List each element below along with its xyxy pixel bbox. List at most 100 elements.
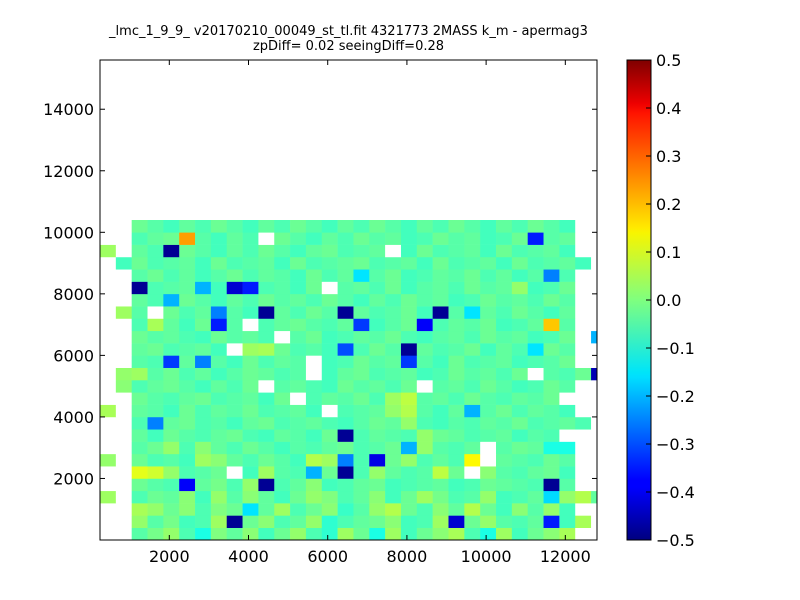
heatmap-cell <box>353 441 370 455</box>
heatmap-cell <box>321 281 338 295</box>
heatmap-cell <box>274 515 291 528</box>
heatmap-cell <box>543 232 560 245</box>
heatmap-cell <box>179 293 196 307</box>
heatmap-cell <box>147 416 164 430</box>
heatmap-cell <box>496 330 513 344</box>
heatmap-cell <box>115 478 132 492</box>
heatmap-cell <box>480 232 497 245</box>
heatmap-cell <box>480 306 497 319</box>
heatmap-cell <box>527 343 544 356</box>
heatmap-cell <box>242 478 259 492</box>
heatmap-cell <box>369 281 386 295</box>
heatmap-cell <box>100 416 117 430</box>
heatmap-cell <box>480 441 497 455</box>
heatmap-cell <box>115 527 132 541</box>
heatmap-cell <box>337 416 354 430</box>
heatmap-cell <box>369 503 386 516</box>
heatmap-cell <box>432 220 449 233</box>
heatmap-cell <box>147 306 164 319</box>
heatmap-cell <box>179 355 196 368</box>
heatmap-cell <box>432 330 449 344</box>
heatmap-cell <box>496 404 513 418</box>
heatmap-cell <box>274 220 291 233</box>
heatmap-cell <box>353 515 370 528</box>
heatmap-cell <box>305 256 323 270</box>
heatmap-cell <box>591 515 598 528</box>
heatmap-cell <box>115 466 132 479</box>
heatmap-cell <box>432 306 449 319</box>
heatmap-cell <box>385 392 402 405</box>
heatmap-cell <box>210 232 228 245</box>
heatmap-cell <box>131 355 148 368</box>
heatmap-cell <box>163 244 180 258</box>
heatmap-cell <box>179 256 196 270</box>
heatmap-cell <box>464 244 481 258</box>
heatmap-cell <box>464 490 481 504</box>
heatmap-cell <box>290 367 307 381</box>
heatmap-cell <box>480 453 497 467</box>
heatmap-cell <box>511 244 528 258</box>
heatmap-cell <box>242 527 259 541</box>
heatmap-cell <box>464 441 481 455</box>
heatmap-cell <box>432 404 449 418</box>
heatmap-cell <box>290 330 307 344</box>
heatmap-cell <box>337 306 354 319</box>
heatmap-cell <box>290 244 307 258</box>
axes: 2000 4000 6000 8000 10000 12000 2000 4000 6000 80… <box>43 60 597 566</box>
heatmap-cell <box>242 453 259 467</box>
heatmap-cell <box>226 232 243 245</box>
heatmap-cell <box>543 367 560 381</box>
heatmap-cell <box>115 220 132 233</box>
x-tick-label: 12000 <box>540 547 591 566</box>
heatmap-cell <box>195 293 212 307</box>
heatmap-cell <box>591 330 598 344</box>
heatmap-cell <box>242 367 259 381</box>
heatmap-cell <box>559 416 576 430</box>
heatmap-cell <box>210 367 228 381</box>
heatmap-cell <box>496 453 513 467</box>
heatmap-cell <box>575 404 592 418</box>
heatmap-cell <box>226 453 243 467</box>
heatmap-cell <box>100 404 117 418</box>
heatmap-cell <box>480 269 497 282</box>
heatmap-cell <box>416 232 433 245</box>
heatmap-cell <box>416 392 433 405</box>
heatmap-cell <box>210 490 228 504</box>
heatmap-cell <box>464 380 481 393</box>
heatmap-cell <box>448 318 465 332</box>
heatmap-cell <box>575 244 592 258</box>
heatmap-cell <box>226 318 243 332</box>
heatmap-cell <box>147 318 164 332</box>
heatmap-cell <box>321 416 338 430</box>
heatmap-cell <box>100 232 117 245</box>
heatmap-cell <box>353 293 370 307</box>
heatmap-cell <box>480 392 497 405</box>
heatmap-cell <box>416 416 433 430</box>
heatmap-cell <box>290 220 307 233</box>
heatmap-cell <box>527 281 544 295</box>
heatmap-cell <box>432 293 449 307</box>
heatmap-cell <box>195 466 212 479</box>
heatmap-cell <box>591 380 598 393</box>
heatmap-cell <box>290 343 307 356</box>
heatmap-cell <box>448 269 465 282</box>
heatmap-cell <box>321 490 338 504</box>
heatmap-cell <box>369 478 386 492</box>
heatmap-cell <box>353 355 370 368</box>
heatmap-cell <box>226 416 243 430</box>
heatmap-cell <box>511 232 528 245</box>
heatmap-cell <box>131 269 148 282</box>
x-tick-label: 6000 <box>307 547 348 566</box>
heatmap-cell <box>559 355 576 368</box>
heatmap-cell <box>385 527 402 541</box>
heatmap-cell <box>274 232 291 245</box>
heatmap-cell <box>195 515 212 528</box>
heatmap-cell <box>511 281 528 295</box>
heatmap-cell <box>163 367 180 381</box>
heatmap-cell <box>464 503 481 516</box>
heatmap-cell <box>464 429 481 442</box>
heatmap-cell <box>163 429 180 442</box>
colorbar-tick-label: −0.3 <box>656 435 695 454</box>
heatmap-cell <box>575 478 592 492</box>
heatmap-cell <box>400 478 418 492</box>
